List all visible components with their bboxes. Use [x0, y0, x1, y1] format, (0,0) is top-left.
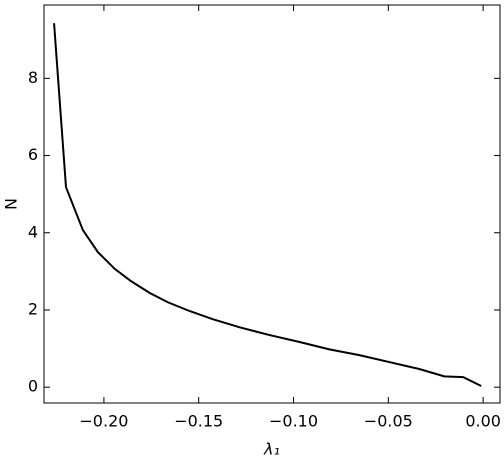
- x-axis-label: λ₁: [263, 440, 280, 459]
- data-line: [53, 23, 482, 387]
- x-tick-label: −0.05: [364, 412, 413, 431]
- y-tick-label: 0: [28, 377, 38, 396]
- x-tick-label: −0.10: [269, 412, 318, 431]
- y-tick-label: 8: [28, 68, 38, 87]
- x-tick-label: 0.00: [465, 412, 501, 431]
- y-tick-label: 4: [28, 222, 38, 241]
- y-tick-label: 2: [28, 299, 38, 318]
- y-axis-label: N: [2, 198, 21, 210]
- plot-frame: [43, 4, 501, 404]
- x-tick-label: −0.15: [174, 412, 223, 431]
- x-tick-label: −0.20: [79, 412, 128, 431]
- y-tick-label: 6: [28, 145, 38, 164]
